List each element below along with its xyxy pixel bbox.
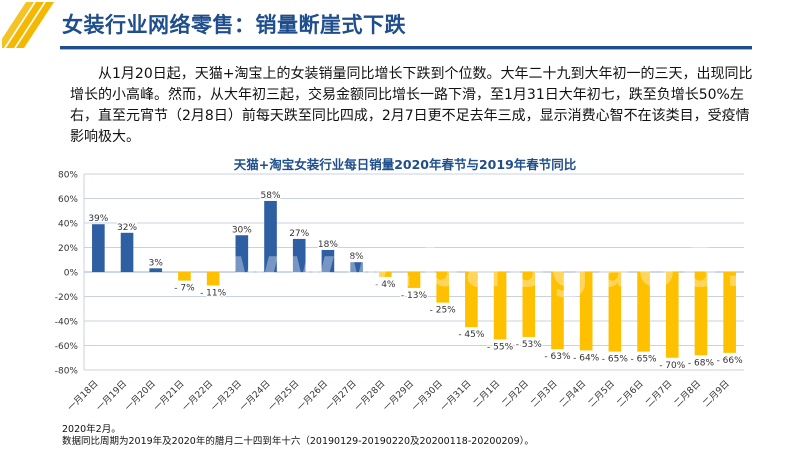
bar: [637, 272, 650, 352]
x-tick-label: 一月22日: [180, 378, 215, 413]
x-tick-label: 一月21日: [152, 378, 187, 413]
bar: [407, 272, 421, 288]
bar: [149, 268, 163, 272]
data-label: - 66%: [717, 356, 744, 366]
data-label: 8%: [349, 252, 364, 262]
bar: [321, 249, 335, 272]
title-divider: [60, 46, 752, 49]
page-title: 女装行业网络零售：销量断崖式下跌: [62, 13, 406, 37]
data-label: 58%: [261, 191, 281, 201]
x-tick-label: 一月19日: [94, 378, 129, 413]
bar: [120, 232, 134, 272]
x-tick-label: 二月1日: [471, 378, 502, 409]
x-tick-label: 一月25日: [266, 378, 301, 413]
x-tick-label: 一月30日: [410, 378, 445, 413]
title-divider-accent: [60, 49, 752, 50]
x-tick-label: 二月9日: [701, 378, 732, 409]
intro-paragraph: 从1月20日起，天猫+淘宝上的女装销量同比增长下跌到个位数。大年二十九到大年初一…: [70, 66, 753, 145]
x-tick-label: 二月7日: [643, 378, 674, 409]
bar: [522, 272, 536, 337]
bar: [608, 272, 622, 352]
data-label: - 64%: [573, 353, 600, 363]
x-tick-label: 一月28日: [352, 378, 387, 413]
data-label: - 13%: [401, 291, 428, 301]
data-label: 18%: [318, 240, 338, 250]
data-label: - 63%: [544, 352, 571, 362]
bar: [264, 200, 277, 272]
bars: [92, 200, 736, 358]
x-tick-label: 一月18日: [66, 378, 101, 413]
y-tick-label: -60%: [55, 342, 79, 352]
logo-icon: [2, 2, 54, 48]
x-tick-label: 二月6日: [615, 378, 646, 409]
data-label: 27%: [289, 229, 309, 239]
x-tick-label: 一月31日: [439, 378, 474, 413]
x-tick-label: 一月26日: [295, 378, 330, 413]
x-tick-label: 二月2日: [500, 378, 531, 409]
y-tick-label: -40%: [55, 318, 79, 328]
y-tick-label: 40%: [58, 220, 78, 230]
data-label: - 25%: [430, 306, 457, 316]
x-tick-label: 二月5日: [586, 378, 617, 409]
data-label: - 55%: [487, 342, 514, 352]
y-tick-label: -20%: [55, 293, 79, 303]
x-tick-label: 二月4日: [557, 378, 588, 409]
y-tick-label: -80%: [55, 367, 79, 377]
bar: [436, 272, 450, 303]
data-label: 39%: [88, 214, 108, 224]
x-tick-label: 一月29日: [381, 378, 416, 413]
data-label: - 11%: [200, 288, 227, 298]
bar: [665, 272, 679, 358]
bar: [465, 272, 478, 328]
x-tick-label: 二月3日: [529, 378, 560, 409]
y-axis: -80% -60% -40% -20% 0% 20% 40% 60% 80%: [55, 171, 85, 377]
bar: [694, 272, 708, 356]
bar: [92, 224, 105, 272]
data-label: - 45%: [458, 330, 485, 340]
chart-title: 天猫+淘宝女装行业每日销量2020年春节与2019年春节同比: [234, 157, 577, 172]
footnote-date: 2020年2月。: [62, 424, 121, 435]
data-labels: 39% 32% 3% - 7% - 11% 30% 58% 27% 18% 8% - 4% - 13%…: [87, 190, 744, 372]
x-tick-label: 一月24日: [238, 378, 273, 413]
y-tick-label: 60%: [58, 195, 78, 205]
bar: [350, 262, 363, 272]
data-label: 32%: [117, 223, 137, 233]
data-label: - 7%: [174, 284, 195, 294]
bar: [723, 272, 736, 353]
y-tick-label: 20%: [58, 244, 78, 254]
x-tick-label: 一月20日: [123, 378, 158, 413]
data-label: - 4%: [375, 280, 396, 290]
bar: [579, 272, 593, 351]
x-axis: 一月18日一月19日一月20日一月21日一月22日一月23日一月24日一月25日…: [66, 378, 732, 413]
bar: [178, 272, 191, 281]
bar: [235, 235, 249, 272]
bar: [551, 272, 564, 350]
data-label: - 70%: [659, 361, 686, 371]
y-tick-label: 0%: [64, 269, 79, 279]
x-tick-label: 一月23日: [209, 378, 244, 413]
x-tick-label: 二月8日: [672, 378, 703, 409]
bar: [292, 238, 306, 272]
data-label: - 65%: [631, 355, 658, 365]
data-label: 30%: [232, 225, 252, 235]
data-label: - 53%: [516, 340, 543, 350]
bar: [378, 272, 392, 277]
data-label: - 65%: [602, 355, 629, 365]
y-tick-label: 80%: [58, 171, 78, 181]
bar: [206, 272, 220, 286]
x-tick-label: 一月27日: [324, 378, 359, 413]
bar: [493, 272, 507, 340]
daily-sales-yoy-chart: 天猫+淘宝女装行业每日销量2020年春节与2019年春节同比 -80%-60%-…: [55, 157, 745, 413]
data-label: 3%: [149, 258, 164, 268]
data-label: - 68%: [688, 358, 715, 368]
footnote-period: 数据同比周期为2019年及2020年的腊月二十四到年十六（20190129-20…: [62, 436, 534, 447]
